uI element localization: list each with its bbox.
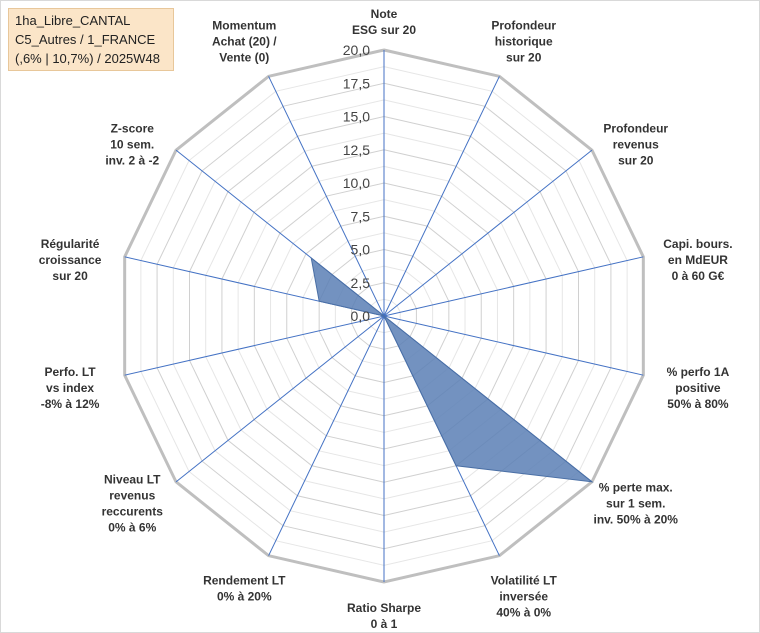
- axis-label-line: % perfo 1A: [667, 365, 730, 379]
- tick-label: 12,5: [343, 142, 370, 158]
- radar-tick-labels: 0,0 2,5 5,0 7,5 10,0 12,5 15,0 17,5 20,0: [343, 42, 370, 324]
- axis-label-line: Note: [371, 7, 398, 21]
- axis-label-line: inversée: [499, 589, 548, 603]
- axis-label-line: Z-score: [111, 121, 155, 135]
- tick-label: 20,0: [343, 42, 370, 58]
- axis-label: % perte max. sur 1 sem. inv. 50% à 20%: [593, 481, 678, 527]
- axis-label: Volatilité LT inversée 40% à 0%: [491, 573, 558, 619]
- tick-label: 7,5: [351, 208, 371, 224]
- axis-label-line: 0% à 6%: [108, 521, 156, 535]
- axis-label-line: Achat (20) /: [212, 35, 277, 49]
- axis-label-line: Profondeur: [491, 19, 556, 33]
- series-area: [310, 256, 594, 483]
- axis-label: Ratio Sharpe 0 à 1: [347, 601, 421, 631]
- axis-label-line: 0 à 1: [371, 617, 398, 631]
- axis-label: Niveau LT revenus reccurents 0% à 6%: [102, 473, 164, 535]
- axis-spoke: [268, 76, 385, 317]
- axis-label-line: Momentum: [212, 19, 276, 33]
- axis-label-line: Perfo. LT: [45, 365, 97, 379]
- axis-label: Momentum Achat (20) / Vente (0): [212, 19, 277, 65]
- axis-spoke: [383, 149, 593, 317]
- axis-label-line: historique: [495, 35, 553, 49]
- axis-label-line: sur 1 sem.: [606, 497, 665, 511]
- axis-label: Perfo. LT vs index -8% à 12%: [41, 365, 100, 411]
- info-line-1: 1ha_Libre_CANTAL: [15, 13, 131, 28]
- axis-label-line: sur 20: [618, 153, 654, 167]
- axis-label-line: revenus: [109, 489, 155, 503]
- axis-label-line: sur 20: [52, 269, 88, 283]
- axis-label: Régularité croissance sur 20: [39, 237, 102, 283]
- tick-label: 5,0: [351, 242, 371, 258]
- axis-spoke: [268, 315, 385, 556]
- axis-label-line: Volatilité LT: [491, 573, 558, 587]
- axis-label-line: en MdEUR: [668, 253, 728, 267]
- axis-label-line: % perte max.: [599, 481, 673, 495]
- axis-label: Profondeur revenus sur 20: [603, 121, 668, 167]
- tick-label: 0,0: [351, 308, 371, 324]
- axis-label: Z-score 10 sem. inv. 2 à -2: [105, 121, 159, 167]
- axis-label-line: Régularité: [41, 237, 100, 251]
- axis-label-line: vs index: [46, 381, 94, 395]
- axis-label-line: 40% à 0%: [496, 605, 551, 619]
- axis-spoke: [175, 315, 385, 483]
- axis-label: Note ESG sur 20: [352, 7, 416, 37]
- axis-label-line: croissance: [39, 253, 102, 267]
- axis-label-line: Profondeur: [603, 121, 668, 135]
- axis-label-line: ESG sur 20: [352, 23, 416, 37]
- tick-label: 15,0: [343, 109, 370, 125]
- axis-label-line: sur 20: [506, 51, 542, 65]
- radar-axis-labels: Note ESG sur 20 Profondeur historique sur 20…: [39, 7, 733, 631]
- axis-label: Rendement LT 0% à 20%: [203, 573, 286, 603]
- axis-label: % perfo 1A positive 50% à 80%: [667, 365, 730, 411]
- tick-label: 2,5: [351, 275, 371, 291]
- axis-label-line: Capi. bours.: [663, 237, 732, 251]
- axis-label-line: -8% à 12%: [41, 397, 100, 411]
- axis-label-line: inv. 2 à -2: [105, 153, 159, 167]
- axis-spoke: [383, 76, 500, 317]
- axis-label: Capi. bours. en MdEUR 0 à 60 G€: [663, 237, 732, 283]
- axis-label-line: inv. 50% à 20%: [593, 513, 678, 527]
- info-line-3: (,6% | 10,7%) / 2025W48: [15, 51, 161, 66]
- axis-label-line: 50% à 80%: [667, 397, 729, 411]
- tick-label: 17,5: [343, 75, 370, 91]
- tick-label: 10,0: [343, 175, 370, 191]
- axis-label-line: Rendement LT: [203, 573, 286, 587]
- axis-label-line: reccurents: [102, 505, 164, 519]
- axis-spoke: [383, 315, 644, 376]
- axis-spoke: [383, 256, 644, 317]
- axis-spoke: [124, 315, 385, 376]
- radar-series: [310, 256, 594, 483]
- axis-label-line: revenus: [613, 137, 659, 151]
- axis-label: Profondeur historique sur 20: [491, 19, 556, 65]
- chart-info-box: 1ha_Libre_CANTAL C5_Autres / 1_FRANCE (,…: [8, 8, 174, 71]
- info-line-2: C5_Autres / 1_FRANCE: [15, 32, 156, 47]
- axis-label-line: Ratio Sharpe: [347, 601, 421, 615]
- axis-label-line: Vente (0): [219, 51, 269, 65]
- axis-label-line: 0% à 20%: [217, 589, 272, 603]
- axis-label-line: Niveau LT: [104, 473, 161, 487]
- axis-label-line: 10 sem.: [110, 137, 154, 151]
- axis-label-line: positive: [675, 381, 721, 395]
- axis-label-line: 0 à 60 G€: [672, 269, 725, 283]
